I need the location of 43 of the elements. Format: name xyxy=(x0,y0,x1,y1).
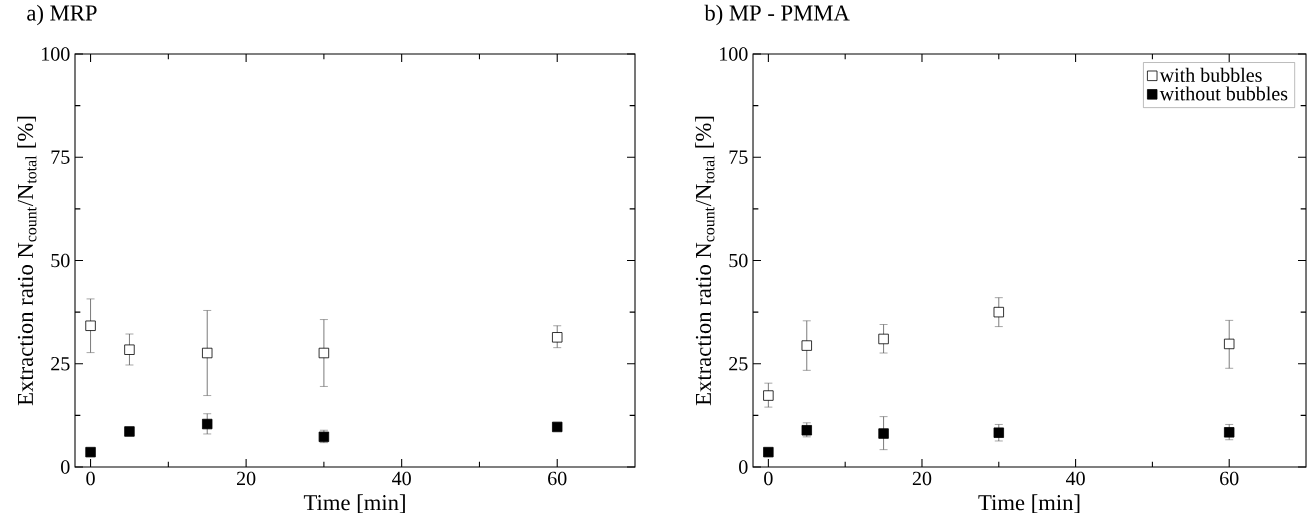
y-tick-label: 25 xyxy=(729,357,748,371)
point xyxy=(763,446,774,458)
y-tick-label: 50 xyxy=(729,253,748,268)
x-tick-label: 40 xyxy=(1065,471,1085,486)
y-axis-title: Extraction ratio N$_{count}$/N$_{total}$ [%] xyxy=(695,116,715,406)
point xyxy=(1224,338,1235,350)
point xyxy=(993,306,1004,318)
chart-title: a) MRP xyxy=(27,4,97,26)
x-tick-label: 40 xyxy=(392,471,411,486)
point xyxy=(318,347,330,359)
x-axis-title: Time [min] xyxy=(978,494,1080,514)
point xyxy=(552,332,563,343)
y-tick-label: 100 xyxy=(42,47,70,61)
point xyxy=(202,418,213,430)
y-axis-title: Extraction ratio N$_{count}$/N$_{total}$ [%] xyxy=(17,116,37,406)
chart-title: b) MP - PMMA xyxy=(704,4,850,26)
y-tick-label: 75 xyxy=(51,150,70,164)
point xyxy=(878,333,889,345)
x-axis-title: Time [min] xyxy=(303,494,405,514)
point xyxy=(801,340,812,351)
legend-label: with bubbles xyxy=(1159,67,1262,82)
y-tick-label: 75 xyxy=(729,150,748,164)
point xyxy=(763,390,774,401)
x-tick-label: 20 xyxy=(236,471,256,486)
x-tick-label: 60 xyxy=(1220,471,1239,486)
point xyxy=(993,427,1004,438)
point xyxy=(124,426,135,437)
point xyxy=(85,446,96,458)
x-tick-label: 20 xyxy=(912,471,932,486)
x-tick-label: 0 xyxy=(764,471,773,486)
point xyxy=(202,347,213,359)
y-tick-label: 0 xyxy=(739,460,748,474)
legend-label: without bubbles xyxy=(1159,86,1288,101)
point xyxy=(85,320,96,331)
y-tick-label: 100 xyxy=(720,47,748,61)
y-tick-label: 0 xyxy=(61,460,70,474)
y-tick-label: 50 xyxy=(51,253,70,268)
point xyxy=(552,421,563,433)
y-tick-label: 25 xyxy=(51,357,70,371)
x-tick-label: 0 xyxy=(86,471,95,486)
point xyxy=(124,344,135,355)
point xyxy=(878,428,889,439)
x-tick-label: 60 xyxy=(548,471,567,486)
